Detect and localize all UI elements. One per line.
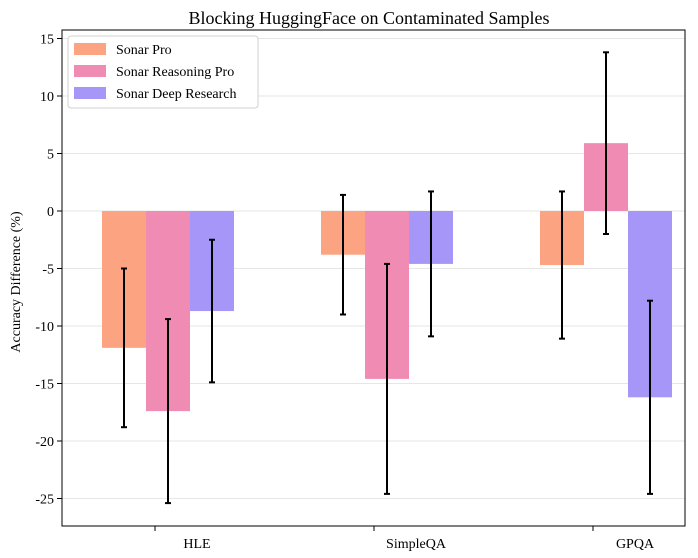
error-bars-group [121,51,653,505]
legend-label: Sonar Reasoning Pro [116,65,234,80]
y-tick-label: -10 [35,320,54,335]
y-tick-label: 0 [47,205,54,220]
chart-title: Blocking HuggingFace on Contaminated Sam… [189,8,550,28]
y-tick-label: 5 [47,148,54,163]
y-axis-ticks: 15 10 5 0 -5 -10 -15 -20 -25 [35,33,62,508]
x-tick-label: SimpleQA [386,537,447,552]
y-tick-label: 15 [40,33,54,48]
legend-swatch [74,87,106,99]
legend-label: Sonar Deep Research [116,87,237,102]
legend-swatch [74,43,106,55]
y-tick-label: -25 [35,493,54,508]
legend-label: Sonar Pro [116,43,172,58]
y-tick-label: -5 [42,263,54,278]
legend: Sonar Pro Sonar Reasoning Pro Sonar Deep R… [67,35,259,109]
x-axis-ticks: HLE SimpleQA GPQA [154,526,655,552]
y-tick-label: -15 [35,378,54,393]
y-tick-label: -20 [35,435,54,450]
x-tick-label: HLE [183,537,210,552]
x-tick-label: GPQA [616,537,655,552]
y-tick-label: 10 [40,90,54,105]
legend-box [67,35,259,109]
y-axis-label: Accuracy Difference (%) [9,211,24,353]
legend-swatch [74,65,106,77]
